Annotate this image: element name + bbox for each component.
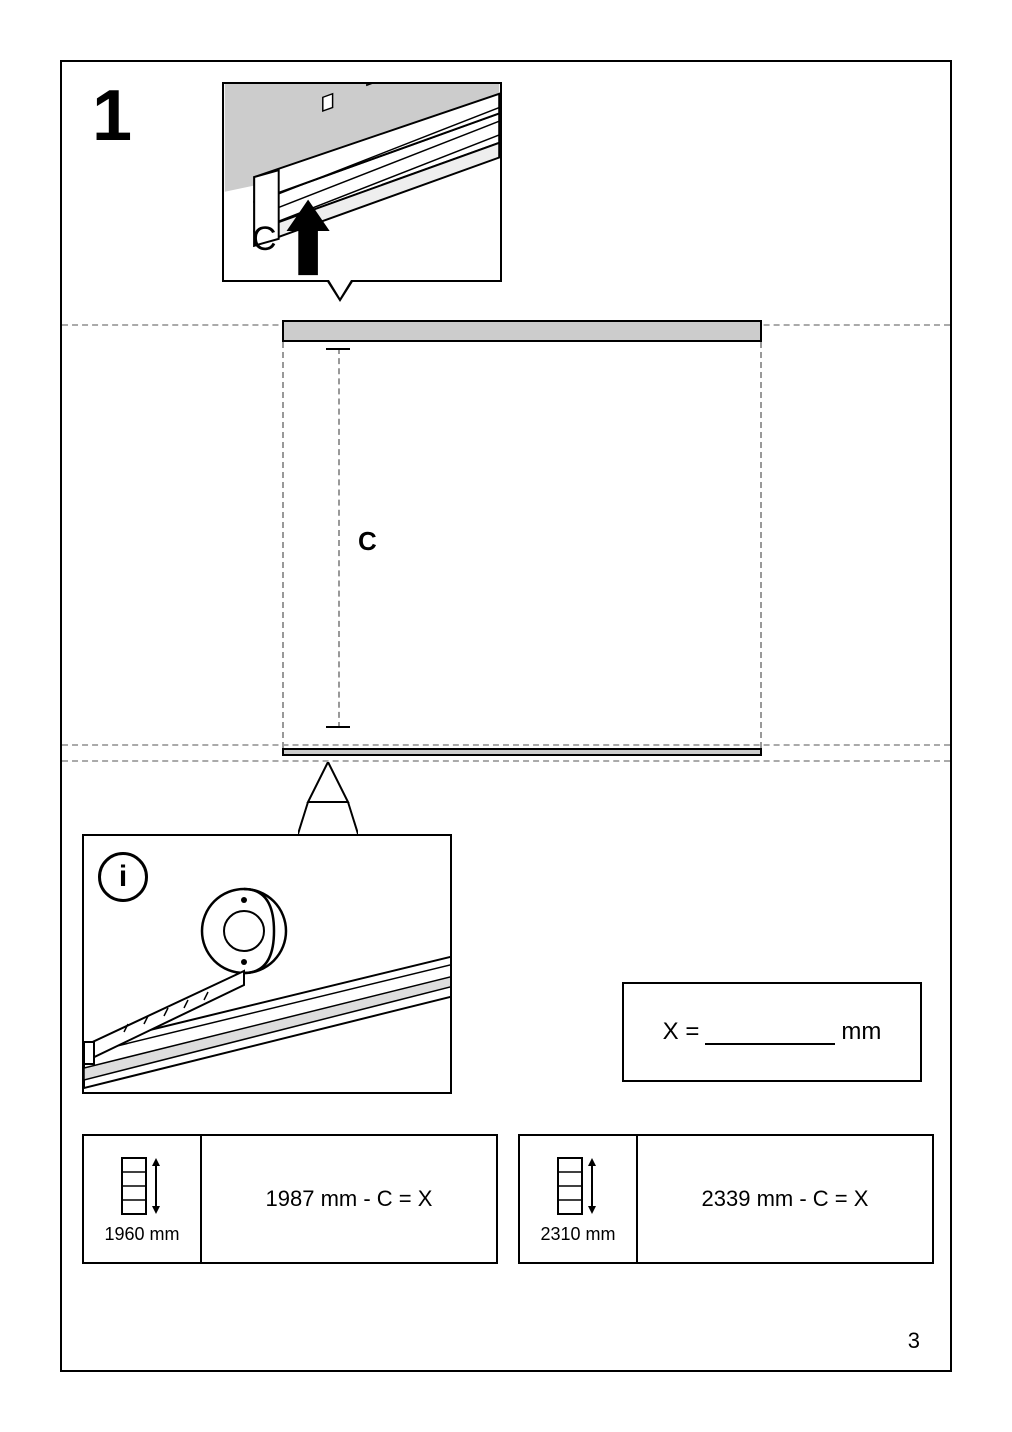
pointer-notch-top bbox=[326, 280, 354, 302]
c-measure-line bbox=[338, 348, 340, 728]
formula-group-2: 2310 mm 2339 mm - C = X bbox=[518, 1134, 934, 1264]
c-measurement: C bbox=[318, 348, 358, 728]
door-icon-box-1: 1960 mm bbox=[82, 1134, 202, 1264]
formula-row: 1960 mm 1987 mm - C = X 2310 mm 2339 mm … bbox=[82, 1134, 934, 1264]
c-measure-tick-bottom bbox=[326, 726, 350, 728]
page-number: 3 bbox=[908, 1328, 920, 1354]
door-icon-1 bbox=[118, 1154, 166, 1218]
opening-top-rail bbox=[282, 320, 762, 342]
opening-left-jamb bbox=[282, 342, 284, 748]
instruction-page: 1 C bbox=[60, 60, 952, 1372]
info-icon: i bbox=[98, 852, 148, 902]
c-measure-label: C bbox=[358, 526, 377, 557]
opening-right-jamb bbox=[760, 342, 762, 748]
formula-text-1: 1987 mm - C = X bbox=[202, 1134, 498, 1264]
x-blank-line bbox=[705, 1019, 835, 1045]
x-result-box: X = mm bbox=[622, 982, 922, 1082]
door-height-1: 1960 mm bbox=[104, 1224, 179, 1245]
door-icon-2 bbox=[554, 1154, 602, 1218]
floor-line-2 bbox=[62, 760, 950, 762]
step-number: 1 bbox=[92, 80, 132, 152]
rail-label-c: C bbox=[252, 220, 277, 259]
x-prefix: X = bbox=[663, 1018, 700, 1046]
c-measure-tick-top bbox=[326, 348, 350, 350]
opening-bottom-rail bbox=[282, 748, 762, 756]
x-unit: mm bbox=[841, 1018, 881, 1046]
formula-text-2: 2339 mm - C = X bbox=[638, 1134, 934, 1264]
door-icon-box-2: 2310 mm bbox=[518, 1134, 638, 1264]
formula-group-1: 1960 mm 1987 mm - C = X bbox=[82, 1134, 498, 1264]
door-height-2: 2310 mm bbox=[540, 1224, 615, 1245]
